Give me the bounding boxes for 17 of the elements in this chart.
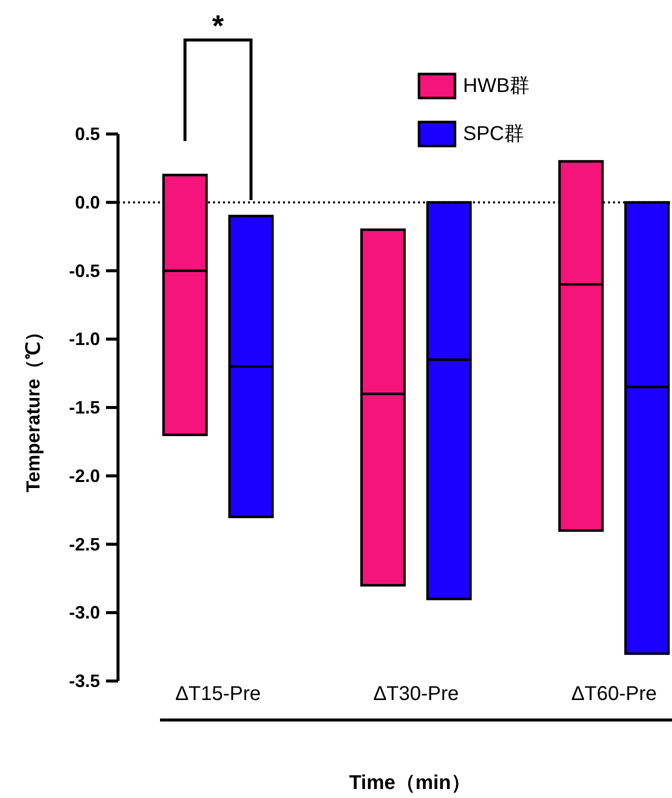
text: * <box>212 10 224 43</box>
legend-label: SPC群 <box>463 123 524 145</box>
legend-label: HWB群 <box>463 75 530 97</box>
y-tick-label: -2.0 <box>68 466 100 486</box>
y-tick-label: -1.5 <box>68 398 100 418</box>
y-axis-title: Temperature（℃） <box>24 322 44 492</box>
x-tick-label: ΔT15-Pre <box>175 683 261 705</box>
y-tick-label: 0.0 <box>74 192 100 212</box>
x-tick-label: ΔT30-Pre <box>373 683 459 705</box>
y-tick-label: -0.5 <box>68 260 100 281</box>
y-tick-label: -1.0 <box>68 329 100 350</box>
y-tick-label: -3.0 <box>68 602 100 623</box>
y-tick-label: 0.5 <box>74 124 100 144</box>
y-tick-label: -3.5 <box>68 671 100 691</box>
y-tick-label: -2.5 <box>68 534 100 554</box>
x-tick-label: ΔT60-Pre <box>571 683 657 705</box>
x-axis-title: Time（min） <box>349 772 471 794</box>
